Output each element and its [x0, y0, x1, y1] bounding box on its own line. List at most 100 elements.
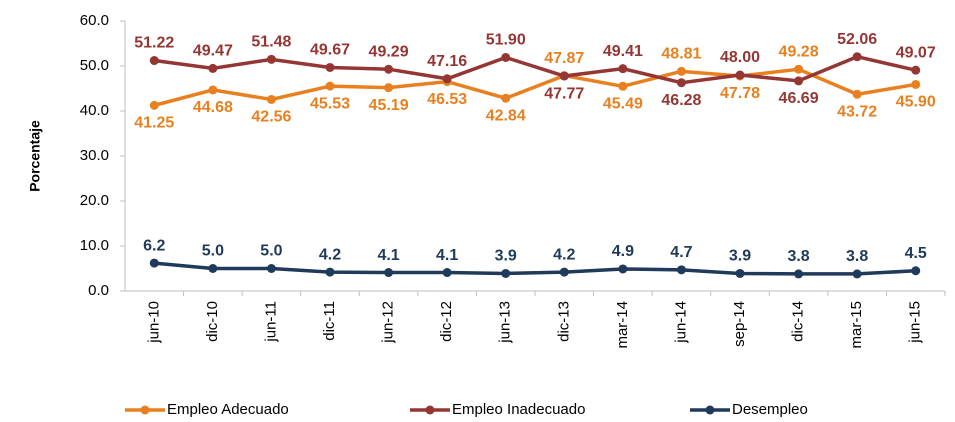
data-label: 49.47 [193, 43, 233, 60]
data-label: 5.0 [202, 243, 224, 260]
data-point [911, 79, 921, 89]
y-tick-label: 0.0 [88, 282, 109, 299]
data-point [794, 76, 804, 86]
data-label: 49.67 [310, 42, 350, 59]
data-label: 48.81 [661, 46, 701, 63]
x-tick-label: mar-14 [614, 301, 631, 349]
data-label: 47.87 [544, 50, 584, 67]
data-point [794, 269, 804, 279]
data-label: 3.9 [495, 248, 517, 265]
data-label: 6.2 [143, 237, 165, 254]
data-point [735, 268, 745, 278]
data-label: 4.1 [377, 247, 399, 264]
data-label: 49.28 [779, 43, 819, 60]
data-point [559, 71, 569, 81]
series-line [153, 67, 917, 108]
data-label: 47.78 [720, 85, 760, 102]
data-point [852, 89, 862, 99]
x-tick-label: sep-14 [731, 301, 748, 347]
data-point [208, 264, 218, 273]
data-label: 51.90 [486, 32, 526, 49]
x-tick-label: jun-14 [672, 301, 689, 344]
data-point [618, 264, 628, 274]
data-point [266, 54, 276, 64]
x-tick-label: mar-15 [848, 301, 865, 349]
data-point [208, 63, 218, 73]
legend-marker [425, 405, 435, 415]
data-point [325, 81, 335, 91]
data-point [676, 78, 686, 88]
x-tick-label: jun-11 [262, 301, 279, 343]
data-label: 44.68 [193, 99, 233, 116]
data-point [676, 66, 686, 76]
data-label: 3.9 [729, 248, 751, 265]
data-point [442, 74, 452, 84]
data-label: 46.69 [779, 90, 819, 107]
x-tick-label: dic-13 [555, 301, 572, 342]
data-point [149, 258, 159, 268]
data-point [384, 64, 394, 74]
data-label: 42.56 [251, 109, 291, 126]
series-line [154, 261, 916, 276]
y-tick-label: 60.0 [80, 12, 109, 29]
data-label: 4.9 [612, 243, 634, 260]
data-point [384, 83, 394, 93]
x-tick-label: dic-14 [790, 301, 807, 342]
x-tick-label: jun-10 [145, 301, 162, 344]
data-point [266, 94, 276, 104]
legend-label: Empleo Adecuado [167, 401, 289, 418]
x-tick-label: dic-11 [321, 301, 338, 341]
data-label: 47.16 [427, 53, 467, 70]
data-label: 47.77 [544, 85, 584, 102]
y-tick-label: 50.0 [80, 57, 109, 74]
data-label: 52.06 [837, 31, 877, 48]
data-label: 46.53 [427, 91, 467, 108]
x-tick-label: jun-12 [380, 301, 397, 344]
data-point [735, 70, 745, 80]
y-tick-label: 10.0 [80, 237, 109, 254]
legend-label: Empleo Inadecuado [452, 401, 585, 418]
data-point [676, 265, 686, 275]
data-point [384, 268, 394, 278]
data-label: 46.28 [661, 92, 701, 109]
data-point [325, 62, 335, 72]
data-point [911, 266, 921, 276]
data-point [266, 264, 276, 273]
legend-marker [140, 405, 150, 415]
y-axis-title: Porcentaje [27, 120, 43, 192]
data-label: 5.0 [260, 243, 282, 260]
data-label: 49.41 [603, 43, 643, 60]
data-point [911, 65, 921, 75]
data-point [852, 52, 862, 62]
series-line [154, 54, 917, 85]
data-label: 45.53 [310, 95, 350, 112]
data-label: 3.8 [846, 248, 868, 265]
x-tick-label: jun-13 [497, 301, 514, 344]
data-point [208, 85, 218, 95]
data-point [149, 100, 159, 110]
data-point [794, 64, 804, 74]
data-point [559, 267, 569, 277]
x-tick-label: dic-12 [438, 301, 455, 342]
data-point [501, 268, 511, 278]
data-point [325, 267, 335, 277]
x-tick-label: jun-15 [907, 301, 924, 344]
x-tick-label: dic-10 [204, 301, 221, 342]
data-point [442, 268, 452, 278]
data-point [618, 64, 628, 74]
data-label: 49.07 [896, 44, 936, 61]
data-label: 4.1 [436, 247, 458, 264]
data-label: 49.29 [369, 43, 409, 60]
data-label: 4.2 [553, 246, 575, 263]
data-label: 43.72 [837, 103, 877, 120]
y-tick-label: 40.0 [80, 102, 109, 119]
data-point [852, 269, 862, 279]
data-label: 41.25 [134, 115, 174, 132]
data-label: 51.22 [134, 35, 174, 52]
data-point [501, 52, 511, 62]
data-label: 48.00 [720, 49, 760, 66]
data-label: 51.48 [251, 34, 291, 51]
data-point [149, 56, 159, 66]
data-point [501, 93, 511, 103]
